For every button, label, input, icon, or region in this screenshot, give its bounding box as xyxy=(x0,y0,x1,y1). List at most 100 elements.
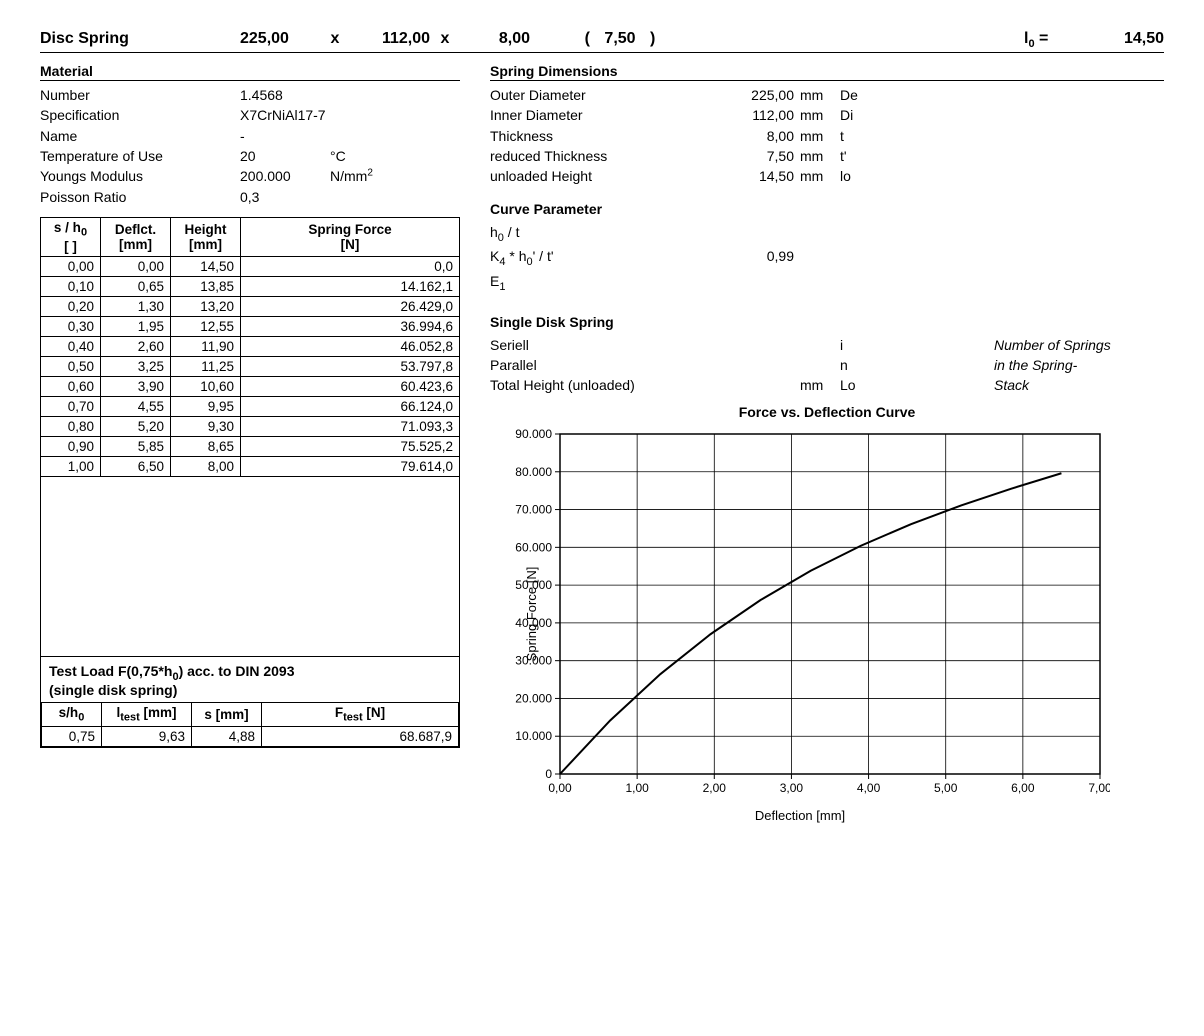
svg-text:80.000: 80.000 xyxy=(515,465,552,479)
table-cell: 0,80 xyxy=(41,416,101,436)
material-title: Material xyxy=(40,63,460,81)
th1a: s / h0 xyxy=(54,220,87,235)
hdr-d1: 225,00 xyxy=(240,30,320,48)
table-cell: 1,95 xyxy=(101,316,171,336)
mat-k: Specification xyxy=(40,105,240,125)
hdr-l0: 14,50 xyxy=(1074,30,1164,48)
table-cell: 0,10 xyxy=(41,276,101,296)
table-cell: 0,65 xyxy=(101,276,171,296)
sng-k: Total Height (unloaded) xyxy=(490,375,690,395)
sng-s: n xyxy=(840,355,880,375)
table-cell: 0,20 xyxy=(41,296,101,316)
table-row: 0,503,2511,2553.797,8 xyxy=(41,356,460,376)
mat-v: 20 xyxy=(240,146,330,166)
table-cell: 0,50 xyxy=(41,356,101,376)
curve-r2v: 0,99 xyxy=(690,246,800,271)
th1b: [ ] xyxy=(64,239,77,254)
sng-v xyxy=(690,355,800,375)
table-cell: 0,90 xyxy=(41,436,101,456)
tl-h4: Ftest [N] xyxy=(262,703,459,727)
hdr-d2: 112,00 xyxy=(350,30,430,48)
dim-u: mm xyxy=(800,166,840,186)
dim-v: 225,00 xyxy=(690,85,800,105)
mat-k: Youngs Modulus xyxy=(40,166,240,186)
table-cell: 11,25 xyxy=(171,356,241,376)
curve-title: Curve Parameter xyxy=(490,201,1164,218)
svg-text:4,00: 4,00 xyxy=(857,781,881,795)
svg-text:2,00: 2,00 xyxy=(703,781,727,795)
svg-text:10.000: 10.000 xyxy=(515,729,552,743)
dim-s: t xyxy=(840,126,880,146)
th4a: Spring Force xyxy=(308,222,391,237)
sng-u: mm xyxy=(800,375,840,395)
svg-text:60.000: 60.000 xyxy=(515,540,552,554)
single-note: Number of Springs in the Spring- Stack xyxy=(994,335,1164,396)
table-cell: 26.429,0 xyxy=(241,296,460,316)
table-row: 0,905,858,6575.525,2 xyxy=(41,436,460,456)
table-cell: 8,65 xyxy=(171,436,241,456)
table-cell: 4,88 xyxy=(192,727,262,747)
table-cell: 71.093,3 xyxy=(241,416,460,436)
table-row: 0,805,209,3071.093,3 xyxy=(41,416,460,436)
dim-u: mm xyxy=(800,126,840,146)
mat-u: °C xyxy=(330,146,390,166)
dim-k: unloaded Height xyxy=(490,166,690,186)
tl-h2: ltest [mm] xyxy=(102,703,192,727)
dim-v: 14,50 xyxy=(690,166,800,186)
mat-u xyxy=(330,187,390,207)
sng-s: i xyxy=(840,335,880,355)
table-cell: 9,30 xyxy=(171,416,241,436)
table-cell: 1,00 xyxy=(41,456,101,476)
mat-u: N/mm2 xyxy=(330,166,390,186)
chart-xlabel: Deflection [mm] xyxy=(490,808,1110,823)
mat-u xyxy=(330,126,390,146)
single-title: Single Disk Spring xyxy=(490,314,1164,331)
mat-k: Number xyxy=(40,85,240,105)
svg-text:90.000: 90.000 xyxy=(515,427,552,441)
curve-r1: h0 / t xyxy=(490,222,690,247)
dim-s: De xyxy=(840,85,880,105)
chart-ylabel: Spring Force [N] xyxy=(524,566,539,661)
svg-text:1,00: 1,00 xyxy=(625,781,649,795)
table-cell: 0,60 xyxy=(41,376,101,396)
deflection-table: s / h0[ ] Deflct.[mm] Height[mm] Spring … xyxy=(40,217,460,477)
sng-v xyxy=(690,375,800,395)
table-cell: 5,85 xyxy=(101,436,171,456)
empty-box xyxy=(40,477,460,657)
mat-k: Poisson Ratio xyxy=(40,187,240,207)
tl-h3: s [mm] xyxy=(192,703,262,727)
sng-s: Lo xyxy=(840,375,880,395)
testload-box: Test Load F(0,75*h0) acc. to DIN 2093 (s… xyxy=(40,657,460,748)
table-cell: 2,60 xyxy=(101,336,171,356)
th3b: [mm] xyxy=(189,237,222,252)
table-row: 0,603,9010,6060.423,6 xyxy=(41,376,460,396)
dim-v: 7,50 xyxy=(690,146,800,166)
table-cell: 68.687,9 xyxy=(262,727,459,747)
table-row: 0,201,3013,2026.429,0 xyxy=(41,296,460,316)
sng-u xyxy=(800,335,840,355)
table-cell: 60.423,6 xyxy=(241,376,460,396)
table-cell: 13,20 xyxy=(171,296,241,316)
table-cell: 4,55 xyxy=(101,396,171,416)
table-row: 0,402,6011,9046.052,8 xyxy=(41,336,460,356)
svg-text:5,00: 5,00 xyxy=(934,781,958,795)
table-cell: 0,75 xyxy=(42,727,102,747)
hdr-l0-label: l0 = xyxy=(1024,30,1074,50)
th2b: [mm] xyxy=(119,237,152,252)
table-cell: 0,70 xyxy=(41,396,101,416)
svg-text:6,00: 6,00 xyxy=(1011,781,1035,795)
svg-text:0,00: 0,00 xyxy=(548,781,572,795)
dim-u: mm xyxy=(800,146,840,166)
table-cell: 13,85 xyxy=(171,276,241,296)
table-cell: 12,55 xyxy=(171,316,241,336)
table-row: 0,301,9512,5536.994,6 xyxy=(41,316,460,336)
header-row: Disc Spring 225,00 x 112,00 x 8,00 ( 7,5… xyxy=(40,30,1164,53)
table-cell: 46.052,8 xyxy=(241,336,460,356)
testload-subtitle: (single disk spring) xyxy=(49,682,451,698)
hdr-x1: x xyxy=(320,30,350,48)
mat-u xyxy=(330,105,390,125)
th3a: Height xyxy=(185,222,227,237)
force-deflection-chart: Spring Force [N] 010.00020.00030.00040.0… xyxy=(490,424,1110,804)
table-cell: 53.797,8 xyxy=(241,356,460,376)
dim-k: Thickness xyxy=(490,126,690,146)
